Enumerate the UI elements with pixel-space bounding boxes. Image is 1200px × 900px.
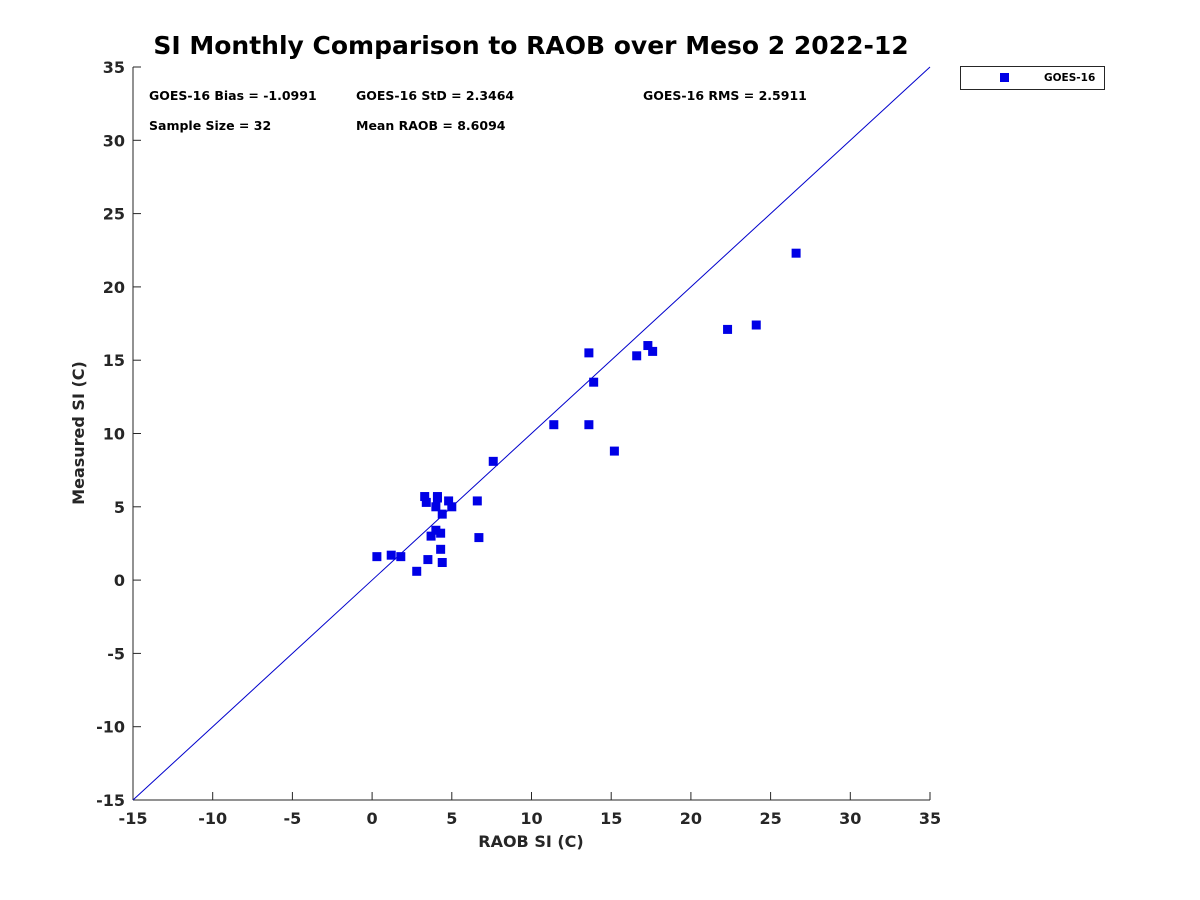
x-tick-label: 10 — [520, 809, 542, 828]
y-tick-label: -10 — [96, 718, 125, 737]
data-point — [421, 497, 431, 507]
y-tick-label: -5 — [107, 644, 125, 663]
y-tick-label: -15 — [96, 791, 125, 810]
y-axis-label: Measured SI (C) — [69, 361, 88, 505]
x-tick-label: 20 — [680, 809, 702, 828]
data-point — [436, 528, 446, 538]
data-point — [791, 248, 801, 258]
data-point — [723, 324, 733, 334]
x-tick-label: 5 — [446, 809, 457, 828]
annotation-mean-raob: Mean RAOB = 8.6094 — [356, 118, 506, 133]
x-tick-label: 15 — [600, 809, 622, 828]
data-point — [412, 566, 422, 576]
x-tick-label: 0 — [367, 809, 378, 828]
y-tick-label: 20 — [103, 278, 125, 297]
data-point — [472, 496, 482, 506]
data-point — [447, 502, 457, 512]
y-tick-label: 10 — [103, 425, 125, 444]
y-tick-label: 5 — [114, 498, 125, 517]
legend-label-goes-16: GOES-16 — [1044, 72, 1095, 84]
legend-marker-goes-16 — [1000, 73, 1009, 82]
data-point — [437, 509, 447, 519]
data-point — [589, 377, 599, 387]
data-point — [396, 552, 406, 562]
annotation-rms: GOES-16 RMS = 2.5911 — [643, 88, 807, 103]
annotation-bias: GOES-16 Bias = -1.0991 — [149, 88, 317, 103]
y-tick-label: 25 — [103, 205, 125, 224]
x-tick-label: 30 — [839, 809, 861, 828]
annotation-std: GOES-16 StD = 2.3464 — [356, 88, 514, 103]
data-point — [372, 552, 382, 562]
data-point — [751, 320, 761, 330]
data-point — [431, 525, 441, 535]
legend-box — [960, 66, 1105, 90]
data-point — [643, 341, 653, 351]
data-point — [420, 492, 430, 502]
data-point — [386, 550, 396, 560]
data-point — [431, 502, 441, 512]
data-point — [648, 346, 658, 356]
statistics-annotations: GOES-16 Bias = -1.0991 GOES-16 StD = 2.3… — [149, 88, 807, 133]
x-axis-ticks: -15 -10 -5 0 5 10 15 20 25 30 35 — [119, 792, 941, 828]
x-tick-label: -5 — [284, 809, 302, 828]
data-point — [437, 558, 447, 568]
x-tick-label: -10 — [198, 809, 227, 828]
data-points — [372, 248, 801, 576]
y-tick-label: 0 — [114, 571, 125, 590]
annotation-sample-size: Sample Size = 32 — [149, 118, 271, 133]
x-tick-label: 35 — [919, 809, 941, 828]
y-axis-ticks: -15 -10 -5 0 5 10 15 20 25 30 35 — [96, 58, 141, 810]
legend: GOES-16 — [960, 66, 1105, 90]
y-tick-label: 30 — [103, 131, 125, 150]
one-to-one-line — [132, 66, 931, 801]
data-point — [584, 420, 594, 430]
y-tick-label: 15 — [103, 351, 125, 370]
x-tick-label: -15 — [119, 809, 148, 828]
data-point — [436, 544, 446, 554]
data-point — [488, 456, 498, 466]
data-point — [632, 351, 642, 361]
data-point — [423, 555, 433, 565]
y-tick-label: 35 — [103, 58, 125, 77]
data-point — [549, 420, 559, 430]
data-point — [426, 531, 436, 541]
chart-title: SI Monthly Comparison to RAOB over Meso … — [153, 31, 908, 60]
data-point — [609, 446, 619, 456]
data-point — [432, 493, 442, 503]
data-point — [474, 533, 484, 543]
x-tick-label: 25 — [759, 809, 781, 828]
data-point — [444, 496, 454, 506]
data-point — [584, 348, 594, 358]
x-axis-label: RAOB SI (C) — [478, 832, 583, 851]
